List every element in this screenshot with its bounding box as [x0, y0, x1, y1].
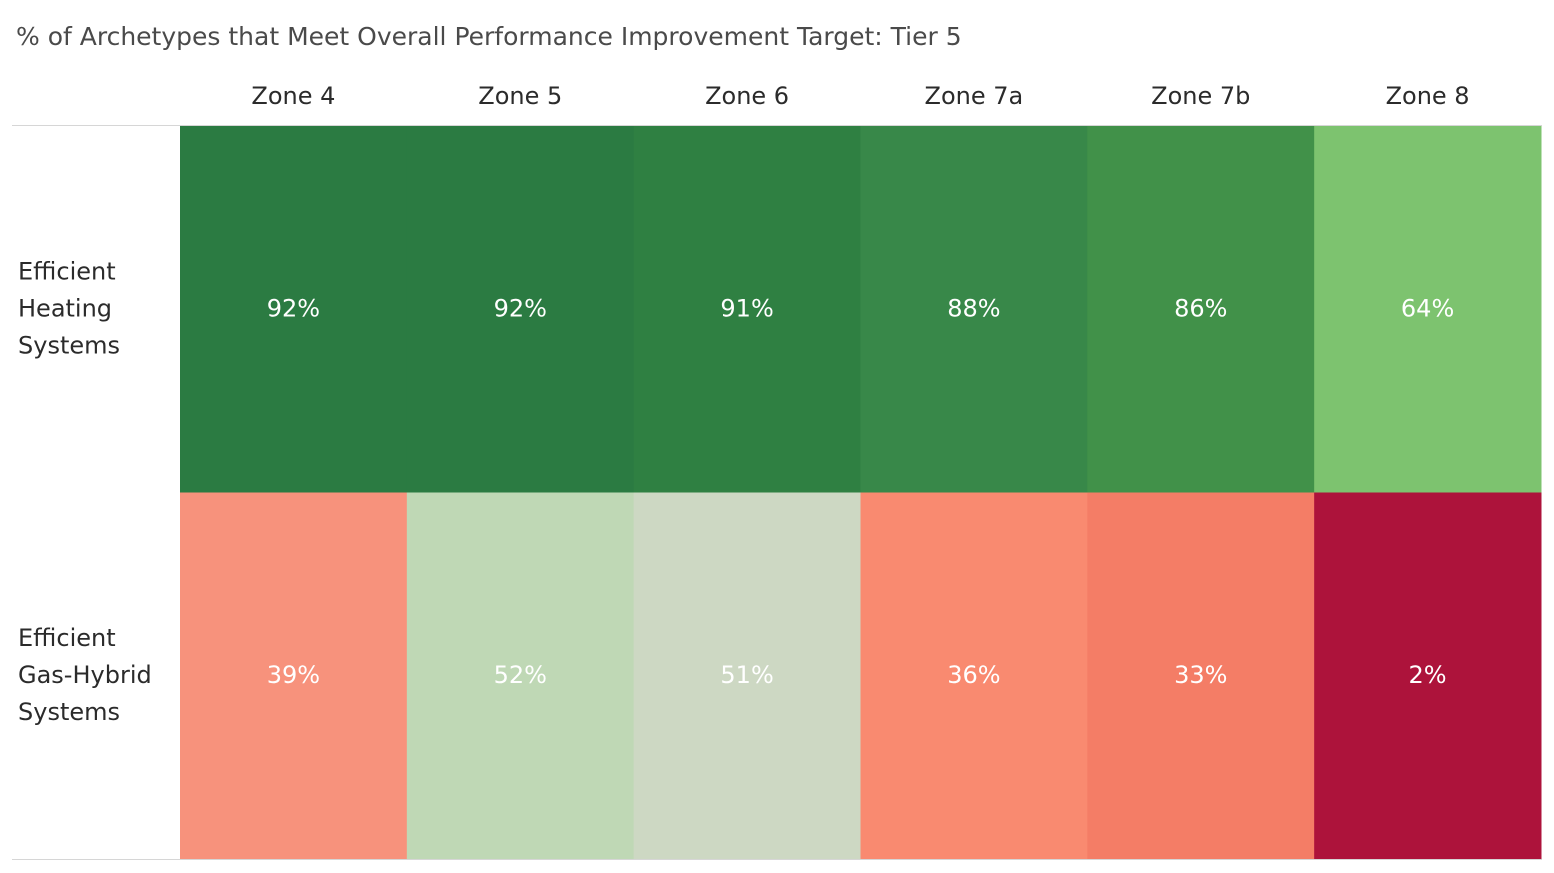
column-header: Zone 6	[705, 82, 789, 110]
column-header: Zone 8	[1386, 82, 1470, 110]
heatmap-cell	[860, 492, 1088, 860]
row-label: Systems	[18, 698, 120, 726]
column-header: Zone 7b	[1151, 82, 1250, 110]
column-header: Zone 4	[251, 82, 335, 110]
header-divider	[12, 125, 1542, 126]
row-label: Heating	[18, 294, 112, 322]
cell-value-label: 2%	[1409, 661, 1447, 689]
cell-value-label: 92%	[494, 294, 547, 322]
heatmap-cell	[1314, 492, 1542, 860]
cell-value-label: 39%	[267, 661, 320, 689]
heatmap-cell	[633, 492, 861, 860]
heatmap-cell	[1087, 492, 1315, 860]
cell-value-label: 33%	[1174, 661, 1227, 689]
column-header: Zone 5	[478, 82, 562, 110]
heatmap-cell	[1314, 126, 1542, 493]
column-header: Zone 7a	[925, 82, 1024, 110]
row-label: Gas-Hybrid	[18, 661, 152, 689]
cell-value-label: 64%	[1401, 294, 1454, 322]
cell-value-label: 52%	[494, 661, 547, 689]
cell-value-label: 92%	[267, 294, 320, 322]
heatmap-cell	[860, 126, 1088, 493]
footer-divider	[12, 859, 1542, 860]
heatmap-cell	[406, 126, 635, 493]
cell-value-label: 88%	[947, 294, 1000, 322]
heatmap-cell	[1087, 126, 1315, 493]
cell-value-label: 86%	[1174, 294, 1227, 322]
heatmap-cell	[180, 492, 408, 860]
cell-value-label: 51%	[720, 661, 773, 689]
cell-value-label: 36%	[947, 661, 1000, 689]
row-label: Efficient	[18, 257, 116, 285]
row-label: Efficient	[18, 624, 116, 652]
heatmap-cell	[406, 492, 635, 860]
row-label: Systems	[18, 331, 120, 359]
heatmap-cell	[633, 126, 861, 493]
chart-title: % of Archetypes that Meet Overall Perfor…	[16, 22, 962, 51]
heatmap-cell	[180, 126, 408, 493]
cell-value-label: 91%	[720, 294, 773, 322]
